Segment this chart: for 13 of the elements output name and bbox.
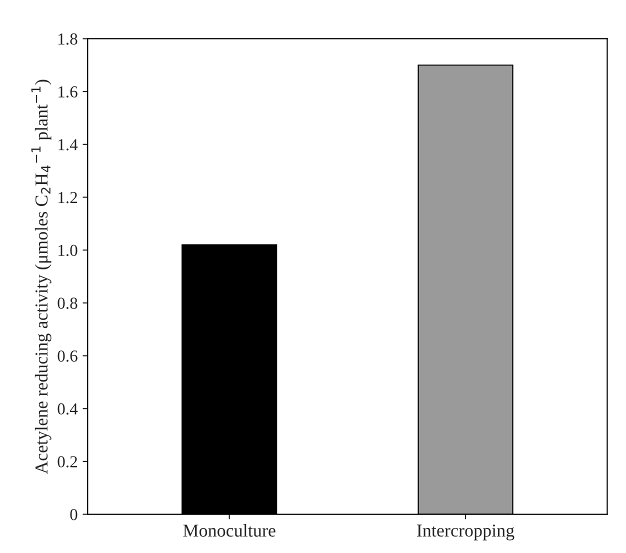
y-tick-label: 1.6 xyxy=(58,86,78,98)
x-tick-label: Intercropping xyxy=(417,524,514,540)
y-tick-label: 1.8 xyxy=(58,33,78,45)
y-tick-label: 0.6 xyxy=(58,350,78,362)
y-tick-label: 0.2 xyxy=(58,456,77,468)
y-tick-label: 0 xyxy=(70,508,78,520)
y-axis-title: Acetylene reducing activity (μmoles C$_{2}$H$_{4}$$^{−1}$ plant$^{−1}$) xyxy=(31,80,52,474)
y-tick-label: 0.8 xyxy=(58,298,78,309)
y-tick-label: 0.4 xyxy=(58,403,78,415)
y-tick-label: 1.0 xyxy=(58,244,78,256)
y-tick-label: 1.2 xyxy=(58,192,77,204)
y-tick-label: 1.4 xyxy=(58,139,78,150)
x-tick-label: Monoculture xyxy=(183,524,276,537)
